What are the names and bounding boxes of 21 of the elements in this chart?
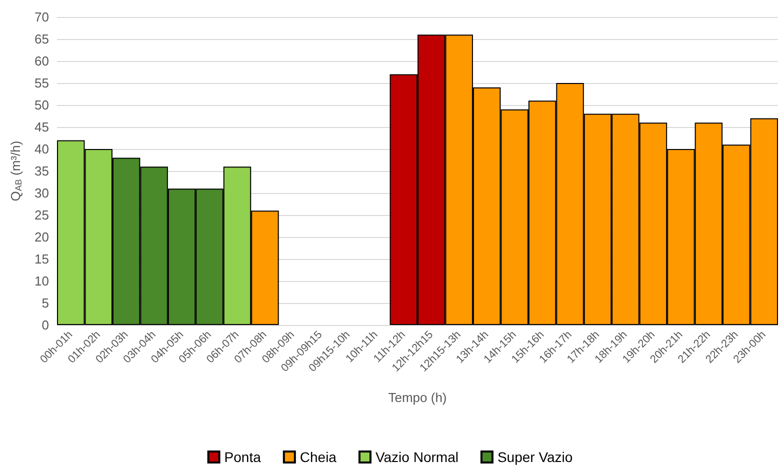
y-tick-label: 10: [34, 274, 49, 288]
y-tick-label: 15: [34, 252, 49, 266]
y-tick-label: 35: [34, 164, 49, 178]
legend-label: Vazio Normal: [375, 449, 458, 465]
y-tick-label: 5: [42, 296, 49, 310]
y-tick-label: 45: [34, 120, 49, 134]
y-tick-label: 25: [34, 208, 49, 222]
y-tick-label: 30: [34, 186, 49, 200]
x-axis-title: Tempo (h): [388, 390, 447, 405]
y-tick-label: 60: [34, 54, 49, 68]
legend-label: Cheia: [300, 449, 337, 465]
y-tick-label: 65: [34, 32, 49, 46]
y-axis-title: QAB (m³/h): [8, 140, 24, 202]
legend-label: Super Vazio: [497, 449, 573, 465]
y-tick-label: 55: [34, 76, 49, 90]
y-tick-label: 40: [34, 142, 49, 156]
y-tick-label: 20: [34, 230, 49, 244]
y-tick-label: 70: [34, 10, 49, 24]
y-tick-label: 0: [42, 318, 49, 332]
y-tick-label: 50: [34, 98, 49, 112]
legend-label: Ponta: [224, 449, 262, 465]
